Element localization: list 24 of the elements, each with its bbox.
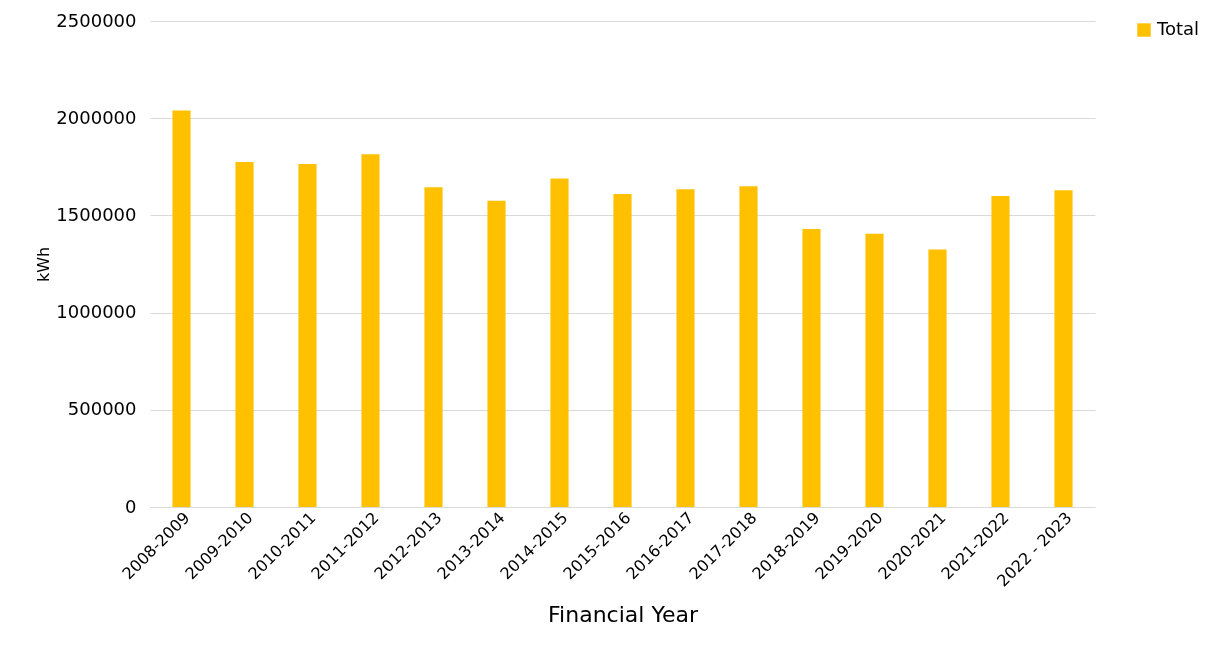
bar [613,194,632,507]
bar [928,249,947,507]
bar [424,187,443,507]
bar [1054,190,1073,507]
x-axis-title: Financial Year [548,601,699,627]
y-axis-title: kWh [34,246,54,283]
bar [361,154,380,507]
legend-label: Total [1156,18,1200,39]
bar [802,229,821,507]
y-tick-label: 1000000 [56,301,137,323]
y-tick-label: 2000000 [56,106,137,128]
y-tick-label: 1500000 [56,203,137,225]
bar [991,195,1010,507]
bar [298,163,317,507]
y-tick-label: 500000 [67,398,137,420]
bar [235,161,254,507]
bar [865,233,884,507]
bar [550,178,569,507]
bar [676,189,695,507]
y-tick-label: 0 [125,495,137,517]
bar [487,200,506,507]
bar [739,186,758,507]
bar [172,110,191,507]
y-tick-label: 2500000 [56,9,137,31]
